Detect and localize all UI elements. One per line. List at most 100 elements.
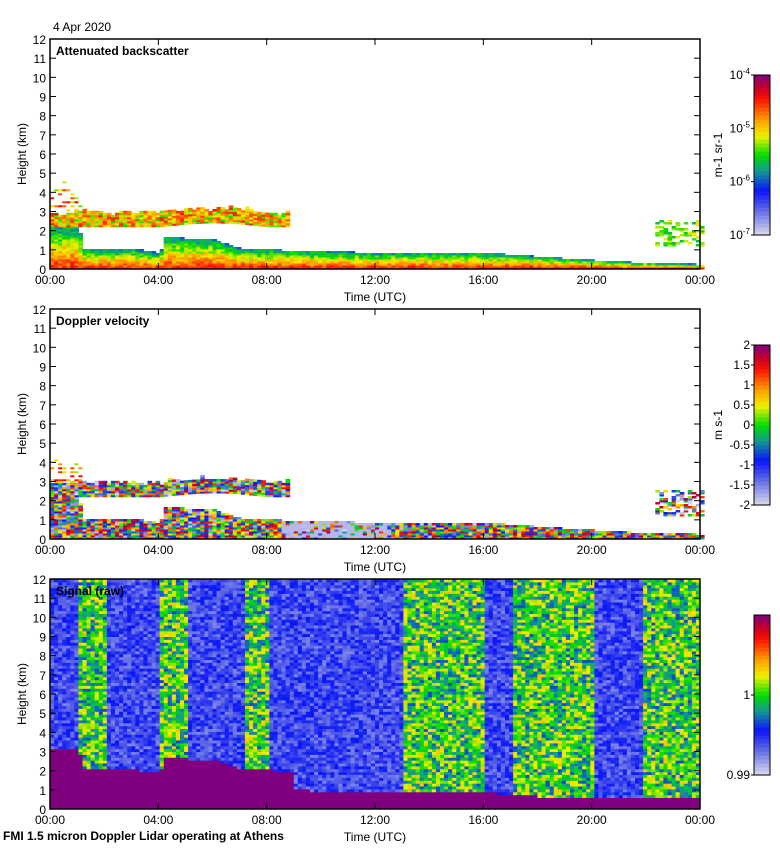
heatmap-cell xyxy=(391,533,396,536)
heatmap-cell xyxy=(224,521,230,524)
heatmap-cell xyxy=(204,221,209,224)
heatmap-cell xyxy=(115,494,120,498)
heatmap-cell xyxy=(94,251,100,254)
heatmap-cell xyxy=(245,521,250,524)
heatmap-cell xyxy=(119,224,124,228)
heatmap-cell xyxy=(220,481,226,484)
heatmap-cell xyxy=(74,529,79,532)
heatmap-cell xyxy=(175,513,181,516)
heatmap-cell xyxy=(419,265,425,268)
heatmap-cell xyxy=(671,533,677,536)
heatmap-cell xyxy=(395,525,400,528)
colorbar-segment xyxy=(754,167,770,172)
heatmap-cell xyxy=(488,523,494,526)
heatmap-cell xyxy=(208,217,213,220)
heatmap-cell xyxy=(281,484,287,488)
heatmap-cell xyxy=(78,742,83,747)
heatmap-cell xyxy=(285,533,291,536)
heatmap-cell xyxy=(90,531,96,534)
heatmap-cell xyxy=(456,529,461,532)
heatmap-cell xyxy=(236,263,242,266)
heatmap-cell xyxy=(70,579,75,583)
heatmap-cell xyxy=(667,222,673,225)
heatmap-cell xyxy=(50,742,55,747)
heatmap-cell xyxy=(74,521,79,524)
heatmap-cell xyxy=(285,490,291,494)
heatmap-cell xyxy=(310,531,315,534)
heatmap-cell xyxy=(281,251,287,254)
heatmap-cell xyxy=(54,616,59,620)
heatmap-cell xyxy=(50,794,55,798)
heatmap-cell xyxy=(289,257,295,260)
heatmap-cell xyxy=(135,494,140,498)
heatmap-cell xyxy=(90,210,96,214)
heatmap-cell xyxy=(232,529,238,532)
heatmap-cell xyxy=(74,642,79,646)
heatmap-cell xyxy=(444,533,449,536)
heatmap-cell xyxy=(82,251,88,254)
heatmap-cell xyxy=(261,529,266,532)
heatmap-cell xyxy=(50,533,55,536)
heatmap-cell xyxy=(66,218,71,222)
heatmap-cell xyxy=(50,507,55,510)
heatmap-cell xyxy=(456,255,461,258)
heatmap-cell xyxy=(529,527,534,530)
heatmap-cell xyxy=(675,500,681,503)
date-label: 4 Apr 2020 xyxy=(53,20,112,34)
heatmap-cell xyxy=(180,259,185,262)
heatmap-cell xyxy=(196,209,201,212)
heatmap-cell xyxy=(626,535,632,538)
heatmap-cell xyxy=(269,251,274,254)
heatmap-cell xyxy=(54,740,59,744)
heatmap-cell xyxy=(58,255,63,258)
heatmap-cell xyxy=(236,211,242,215)
heatmap-cell xyxy=(269,523,274,526)
heatmap-cell xyxy=(175,493,181,496)
heatmap-cell xyxy=(379,257,384,260)
heatmap-cell xyxy=(147,492,153,496)
heatmap-cell xyxy=(106,224,112,228)
heatmap-cell xyxy=(257,211,262,215)
heatmap-cell xyxy=(131,220,136,224)
heatmap-cell xyxy=(415,257,421,260)
heatmap-cell xyxy=(484,263,490,266)
heatmap-cell xyxy=(90,774,96,778)
heatmap-cell xyxy=(74,535,79,538)
heatmap-cell xyxy=(74,501,79,504)
heatmap-cell xyxy=(82,639,88,643)
heatmap-cell xyxy=(90,525,96,528)
heatmap-cell xyxy=(529,531,534,534)
heatmap-cell xyxy=(257,487,262,491)
heatmap-cell xyxy=(180,212,185,216)
heatmap-cell xyxy=(155,216,161,220)
heatmap-cell xyxy=(310,523,315,526)
heatmap-cell xyxy=(180,509,185,512)
heatmap-cell xyxy=(70,622,75,626)
heatmap-cell xyxy=(273,521,278,524)
heatmap-cell xyxy=(78,479,83,482)
heatmap-cell xyxy=(553,265,559,268)
heatmap-cell xyxy=(102,216,108,220)
heatmap-cell xyxy=(305,531,311,534)
heatmap-cell xyxy=(200,215,205,218)
heatmap-cell xyxy=(147,261,153,264)
heatmap-cell xyxy=(58,593,63,597)
heatmap-cell xyxy=(257,489,262,493)
heatmap-cell xyxy=(249,489,254,492)
heatmap-cell xyxy=(86,765,92,770)
heatmap-cell xyxy=(521,257,526,260)
heatmap-cell xyxy=(78,222,83,226)
heatmap-cell xyxy=(90,676,96,681)
heatmap-cell xyxy=(582,259,587,262)
heatmap-cell xyxy=(301,527,307,530)
heatmap-cell xyxy=(82,255,88,258)
heatmap-cell xyxy=(62,636,67,640)
heatmap-cell xyxy=(74,220,79,224)
heatmap-cell xyxy=(679,492,685,495)
heatmap-cell xyxy=(565,263,571,266)
heatmap-cell xyxy=(78,765,83,770)
heatmap-cell xyxy=(273,533,278,536)
heatmap-cell xyxy=(86,722,92,727)
heatmap-cell xyxy=(62,261,67,264)
